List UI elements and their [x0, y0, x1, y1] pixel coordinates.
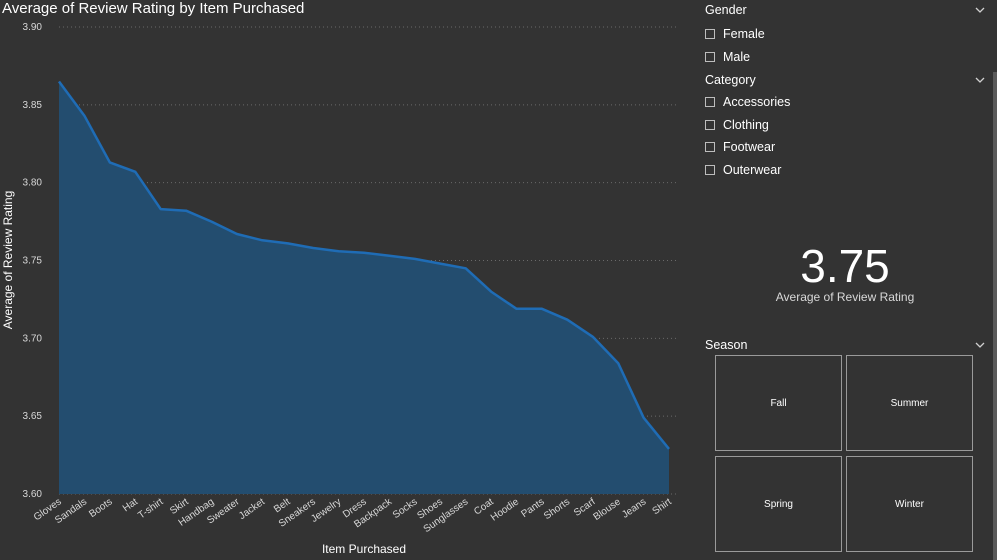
area-series: [56, 78, 672, 494]
y-axis-title: Average of Review Rating: [1, 191, 15, 330]
season-tiles: Fall Summer Spring Winter: [715, 355, 978, 557]
data-point-shirt[interactable]: [666, 446, 672, 452]
chevron-down-icon[interactable]: [973, 338, 987, 352]
checkbox[interactable]: [705, 119, 715, 130]
checkbox[interactable]: [705, 97, 715, 108]
option-label: Footwear: [723, 140, 776, 155]
data-point-t-shirt[interactable]: [158, 206, 164, 212]
option-label: Male: [723, 49, 751, 64]
checkbox[interactable]: [705, 165, 715, 176]
x-tick-label: Shorts: [542, 496, 572, 522]
data-point-hoodie[interactable]: [514, 306, 520, 312]
data-point-sneakers[interactable]: [310, 245, 316, 251]
y-tick-label: 3.70: [23, 333, 43, 344]
x-tick-label: Jacket: [237, 496, 267, 522]
chart-title: Average of Review Rating by Item Purchas…: [2, 0, 305, 17]
checkbox[interactable]: [705, 29, 715, 40]
category-option-outerwear[interactable]: Outerwear: [705, 159, 987, 182]
option-label: Accessories: [723, 95, 791, 110]
y-tick-label: 3.90: [23, 22, 43, 33]
category-slicer-title: Category: [705, 73, 756, 87]
season-slicer-header[interactable]: Season: [705, 336, 987, 354]
data-point-shoes[interactable]: [437, 261, 443, 267]
gender-slicer-title: Gender: [705, 3, 747, 17]
category-option-accessories[interactable]: Accessories: [705, 91, 987, 114]
chevron-down-icon[interactable]: [973, 3, 987, 17]
x-tick-label: T-shirt: [136, 496, 165, 521]
gender-slicer: Gender Female Male: [705, 1, 987, 68]
data-point-scarf[interactable]: [590, 334, 596, 340]
x-tick-label: Boots: [87, 496, 114, 520]
kpi-label: Average of Review Rating: [775, 290, 915, 304]
kpi-value: 3.75: [800, 240, 890, 292]
y-tick-label: 3.60: [23, 489, 43, 500]
option-label: Outerwear: [723, 163, 782, 178]
x-axis-title: Item Purchased: [322, 542, 406, 556]
x-tick-label: Jeans: [620, 496, 648, 520]
season-tile-summer[interactable]: Summer: [846, 355, 973, 451]
data-point-jacket[interactable]: [259, 237, 265, 243]
y-axis-ticks: 3.90 3.85 3.80 3.75 3.70 3.65 3.60: [23, 22, 43, 500]
x-tick-label: Shirt: [651, 496, 674, 517]
y-tick-label: 3.85: [23, 100, 43, 111]
season-slicer-title: Season: [705, 338, 748, 352]
data-point-sunglasses[interactable]: [463, 265, 469, 271]
x-tick-label: Hoodie: [489, 496, 522, 523]
data-point-pants[interactable]: [539, 306, 545, 312]
data-point-boots[interactable]: [107, 159, 113, 165]
data-point-skirt[interactable]: [183, 208, 189, 214]
data-point-shorts[interactable]: [564, 317, 570, 323]
data-point-dress[interactable]: [361, 250, 367, 256]
data-point-handbag[interactable]: [209, 219, 215, 225]
y-tick-label: 3.80: [23, 178, 43, 189]
season-tile-spring[interactable]: Spring: [715, 456, 842, 552]
gender-slicer-header[interactable]: Gender: [705, 1, 987, 19]
data-point-sandals[interactable]: [81, 113, 87, 119]
x-tick-label: Pants: [519, 496, 546, 520]
x-tick-label: Socks: [391, 496, 420, 521]
area-chart: Average of Review Rating by Item Purchas…: [1, 0, 678, 556]
category-option-clothing[interactable]: Clothing: [705, 114, 987, 137]
y-tick-label: 3.65: [23, 411, 43, 422]
data-point-backpack[interactable]: [386, 253, 392, 259]
data-point-blouse[interactable]: [615, 360, 621, 366]
checkbox[interactable]: [705, 51, 715, 62]
season-tile-fall[interactable]: Fall: [715, 355, 842, 451]
data-point-gloves[interactable]: [56, 78, 62, 84]
option-label: Clothing: [723, 117, 769, 132]
kpi-card: 3.75 Average of Review Rating: [705, 240, 985, 304]
x-tick-label: Blouse: [592, 496, 624, 523]
category-slicer: Category Accessories Clothing Footwear O…: [705, 71, 987, 181]
chevron-down-icon[interactable]: [973, 73, 987, 87]
data-point-sweater[interactable]: [234, 231, 240, 237]
series-line: [57, 80, 670, 450]
checkbox[interactable]: [705, 142, 715, 153]
gender-option-male[interactable]: Male: [705, 46, 987, 69]
category-option-footwear[interactable]: Footwear: [705, 136, 987, 159]
data-point-belt[interactable]: [285, 240, 291, 246]
chart-svg: 3.90 3.85 3.80 3.75 3.70 3.65 3.60 GlovesSanda…: [1, 22, 678, 556]
option-label: Female: [723, 27, 765, 42]
data-point-coat[interactable]: [488, 289, 494, 295]
data-point-jeans[interactable]: [641, 415, 647, 421]
scrollbar[interactable]: [993, 72, 997, 560]
season-slicer: Season Fall Summer Spring Winter: [705, 336, 987, 552]
gender-option-female[interactable]: Female: [705, 23, 987, 46]
data-point-socks[interactable]: [412, 256, 418, 262]
y-tick-label: 3.75: [23, 256, 43, 267]
season-tile-winter[interactable]: Winter: [846, 456, 973, 552]
data-point-hat[interactable]: [132, 169, 138, 175]
area-fill: [59, 81, 669, 494]
category-slicer-header[interactable]: Category: [705, 71, 987, 89]
data-point-jewelry[interactable]: [336, 248, 342, 254]
